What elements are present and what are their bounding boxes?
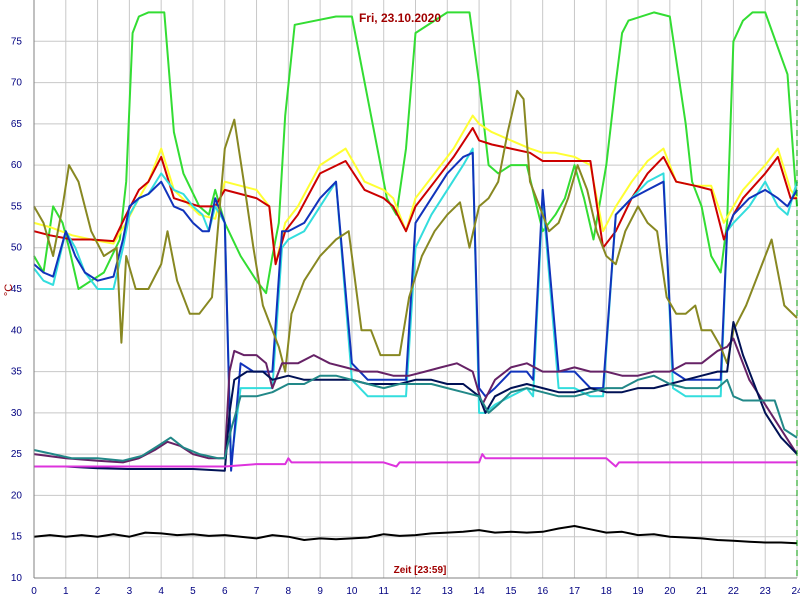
chart-title: Fri, 23.10.2020 — [359, 11, 441, 25]
y-tick-label: 15 — [11, 532, 23, 543]
x-tick-label: 15 — [505, 586, 517, 597]
x-tick-label: 3 — [127, 586, 133, 597]
series-line-9 — [33, 374, 798, 462]
y-tick-label: 40 — [11, 325, 23, 336]
series-line-5 — [33, 151, 798, 472]
x-tick-label: 9 — [317, 586, 323, 597]
x-tick-label: 23 — [760, 586, 772, 597]
y-tick-label: 45 — [11, 284, 23, 295]
x-tick-label: 21 — [696, 586, 708, 597]
x-tick-label: 10 — [346, 586, 358, 597]
y-tick-labels: 10 15 20 25 30 35 40 45 50 55 60 65 70 75 — [11, 36, 23, 584]
x-tick-label: 13 — [442, 586, 454, 597]
x-tick-label: 20 — [664, 586, 676, 597]
y-tick-label: 65 — [11, 119, 23, 130]
x-tick-label: 11 — [379, 586, 390, 597]
y-tick-label: 10 — [11, 573, 23, 584]
y-tick-label: 25 — [11, 449, 23, 460]
x-tick-label: 2 — [95, 586, 101, 597]
x-tick-label: 0 — [31, 586, 37, 597]
series-line-11 — [33, 525, 798, 545]
series-line-8 — [34, 321, 798, 472]
x-tick-label: 19 — [632, 586, 644, 597]
x-tick-label: 7 — [254, 586, 260, 597]
x-tick-label: 8 — [286, 586, 292, 597]
x-tick-label: 17 — [569, 586, 581, 597]
series-line-1 — [33, 11, 798, 295]
x-tick-label: 12 — [410, 586, 422, 597]
x-tick-label: 6 — [222, 586, 228, 597]
series-line-10 — [34, 453, 797, 468]
series-line-6 — [33, 89, 798, 373]
y-tick-label: 50 — [11, 243, 23, 254]
series-line-7 — [33, 337, 798, 464]
y-tick-label: 55 — [11, 201, 23, 212]
x-tick-labels: 0 1 2 3 4 5 6 7 8 9 10 11 12 13 14 15 16 17 18 19 20 21 22 23 24 — [31, 586, 800, 597]
x-tick-label: 14 — [474, 586, 486, 597]
series-lines — [33, 11, 798, 545]
x-axis-label: Zeit [23:59] — [394, 565, 447, 576]
y-tick-label: 60 — [11, 160, 23, 171]
y-tick-label: 35 — [11, 367, 23, 378]
x-tick-label: 16 — [537, 586, 549, 597]
y-tick-label: 20 — [11, 490, 23, 501]
y-tick-label: 70 — [11, 78, 23, 89]
x-tick-label: 1 — [63, 586, 69, 597]
y-tick-label: 30 — [11, 408, 23, 419]
x-tick-label: 18 — [601, 586, 613, 597]
y-tick-label: 75 — [11, 36, 23, 47]
x-tick-label: 5 — [190, 586, 196, 597]
x-tick-label: 22 — [728, 586, 740, 597]
x-tick-label: 4 — [158, 586, 164, 597]
x-tick-label: 24 — [791, 586, 800, 597]
y-axis-label: °C — [3, 284, 15, 296]
